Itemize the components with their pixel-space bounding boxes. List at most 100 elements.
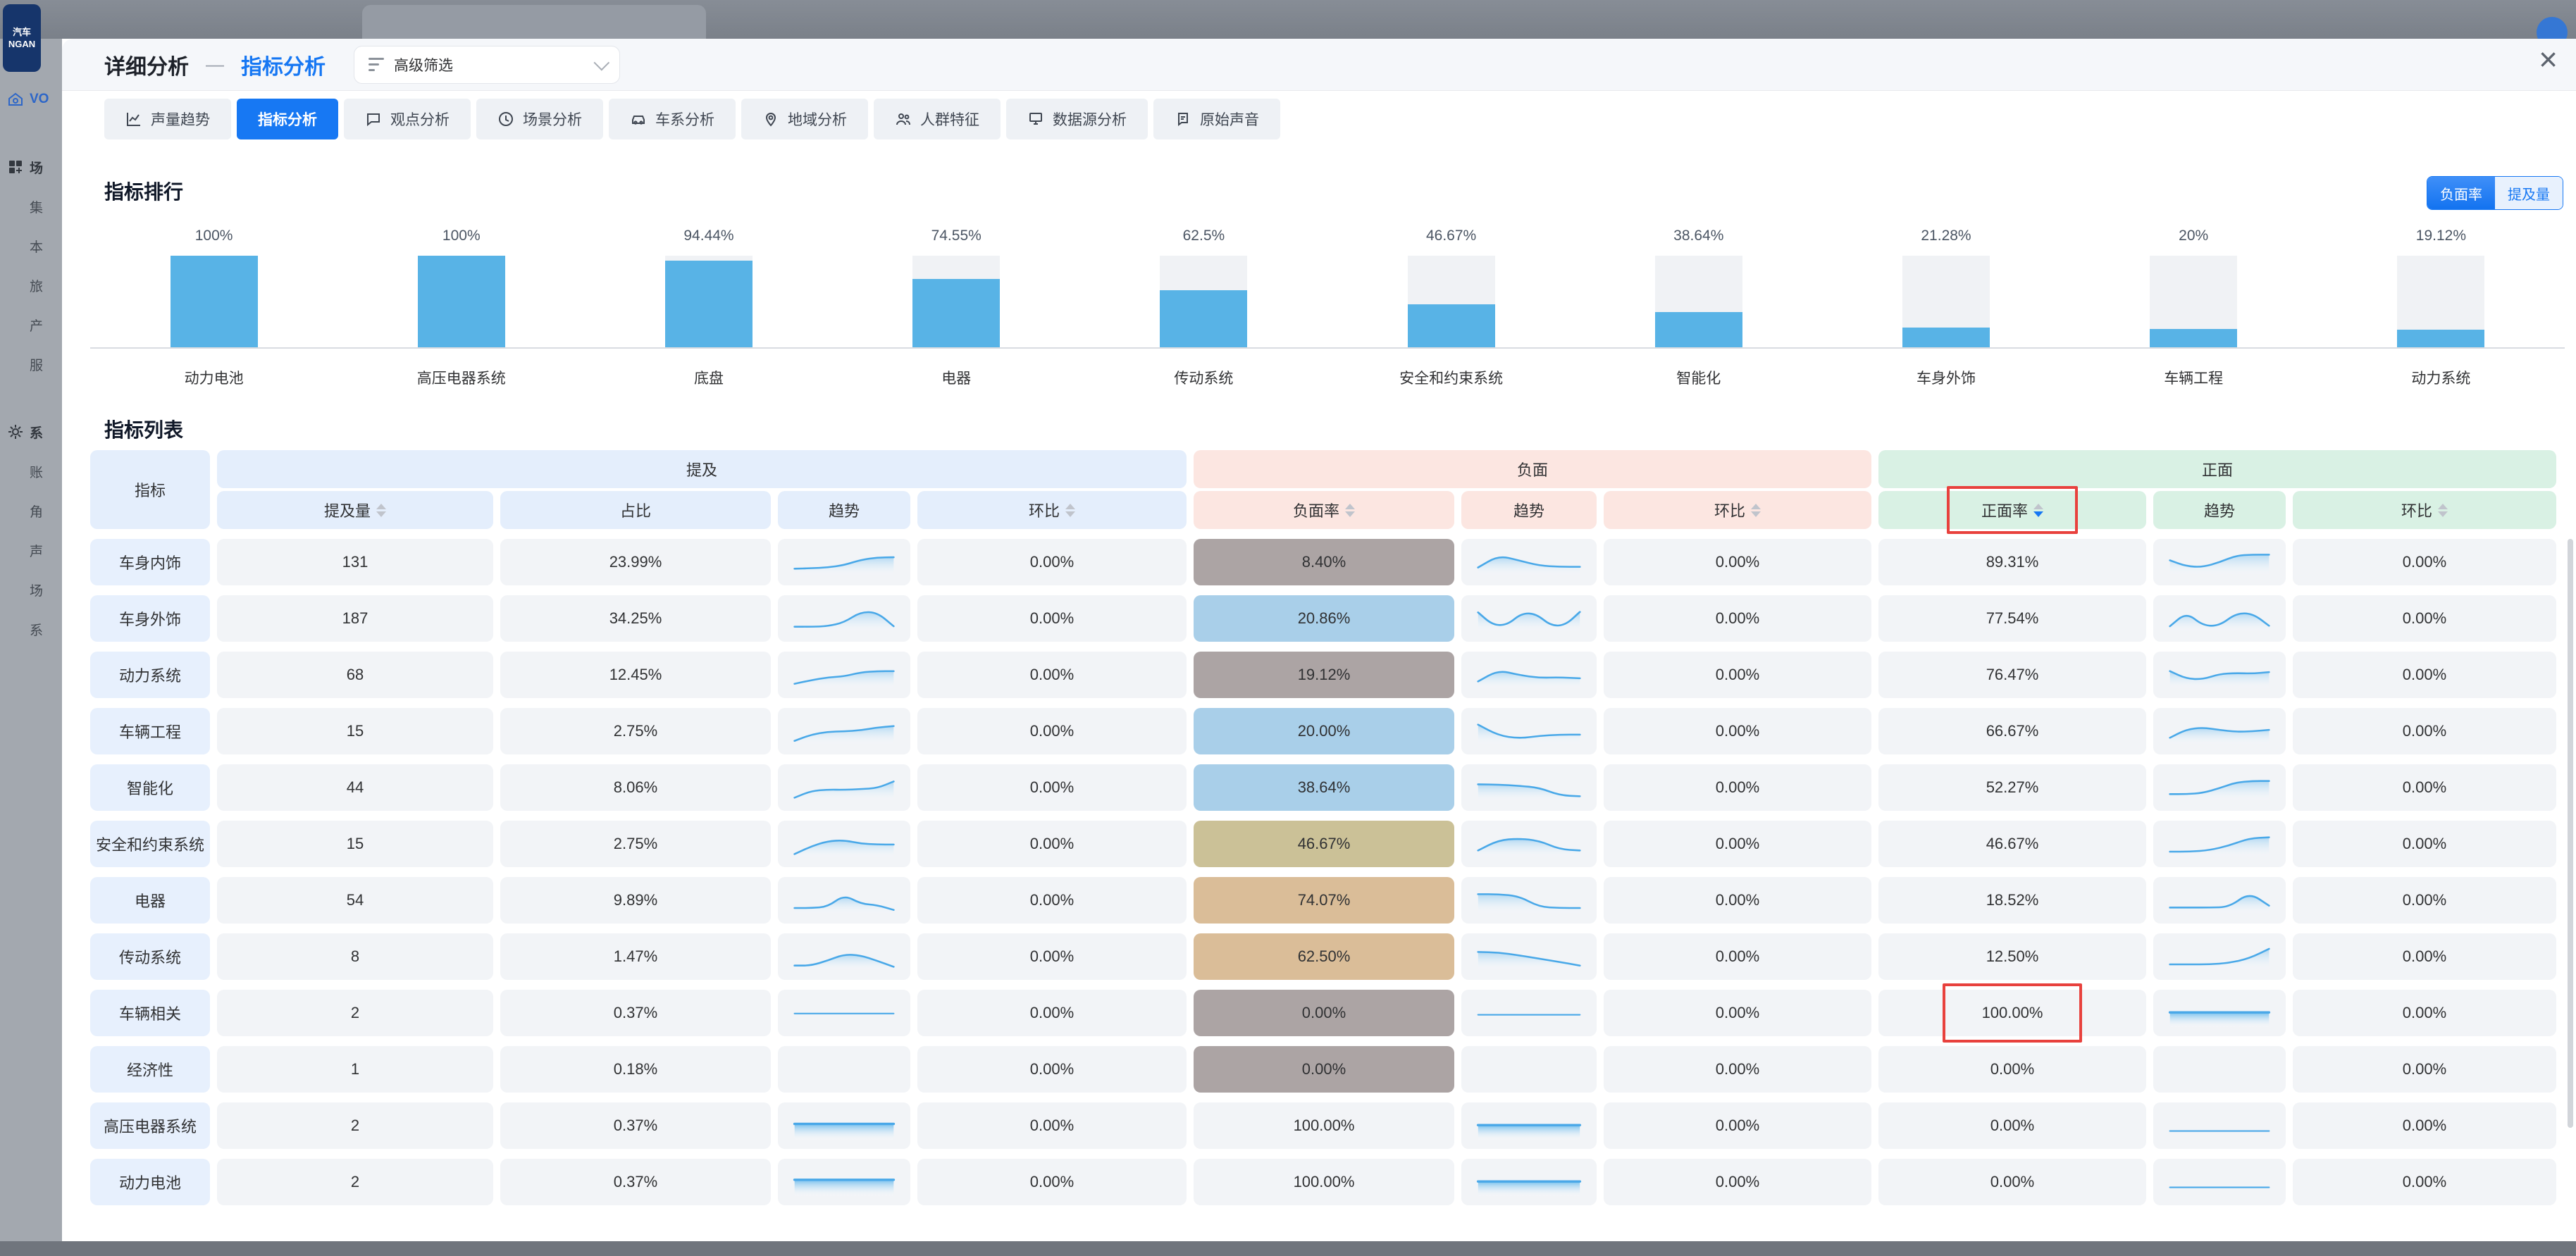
mention-mom-cell: 0.00% xyxy=(917,764,1187,811)
tab-地域分析[interactable]: 地域分析 xyxy=(741,99,868,139)
negative-mom-cell: 0.00% xyxy=(1604,1102,1871,1149)
indicator-cell[interactable]: 动力电池 xyxy=(90,1159,210,1205)
bar[interactable] xyxy=(417,256,505,347)
tab-label: 场景分析 xyxy=(523,112,582,128)
tab-原始声音[interactable]: 原始声音 xyxy=(1153,99,1280,139)
bar[interactable] xyxy=(2397,330,2485,347)
mentions-cell: 54 xyxy=(217,877,493,924)
bar[interactable] xyxy=(1902,328,1990,347)
col-header-正面-环比[interactable]: 环比 xyxy=(2293,491,2556,529)
tab-声量趋势[interactable]: 声量趋势 xyxy=(104,99,231,139)
tab-指标分析[interactable]: 指标分析 xyxy=(237,99,338,139)
positive-trend-sparkline xyxy=(2169,670,2270,690)
indicator-cell[interactable]: 动力系统 xyxy=(90,652,210,698)
sidebar-item-0[interactable]: VO xyxy=(0,80,62,119)
sidebar-item-12[interactable]: 系 xyxy=(0,609,62,649)
positive-trend-sparkline xyxy=(2169,836,2270,859)
sidebar-item-9[interactable]: 角 xyxy=(0,491,62,530)
bar[interactable] xyxy=(1654,312,1742,347)
sidebar-item-4[interactable]: 旅 xyxy=(0,266,62,305)
browser-tab[interactable] xyxy=(362,5,706,39)
horizontal-scrollbar[interactable] xyxy=(0,1241,2576,1256)
share-cell: 0.37% xyxy=(500,1102,771,1149)
bar-category-label: 传动系统 xyxy=(1174,371,1234,387)
toggle-负面率[interactable]: 负面率 xyxy=(2427,177,2495,209)
sort-icon[interactable] xyxy=(2438,503,2448,517)
col-header-提及-环比[interactable]: 环比 xyxy=(917,491,1187,529)
positive-trend-sparkline xyxy=(2169,780,2270,802)
tab-人群特征[interactable]: 人群特征 xyxy=(874,99,1001,139)
advanced-filter-select[interactable]: 高级筛选 xyxy=(354,45,620,84)
sidebar-item-1[interactable]: 场 xyxy=(0,147,62,187)
indicator-cell[interactable]: 经济性 xyxy=(90,1046,210,1093)
mention-mom-cell: 0.00% xyxy=(917,933,1187,980)
negative-trend-cell xyxy=(1461,539,1597,585)
col-header-负面-负面率[interactable]: 负面率 xyxy=(1194,491,1454,529)
positive-rate-cell: 0.00% xyxy=(1878,1046,2146,1093)
bar[interactable] xyxy=(170,256,258,347)
sort-icon[interactable] xyxy=(1345,503,1355,517)
negative-trend-sparkline xyxy=(1477,951,1581,971)
sidebar-item-3[interactable]: 本 xyxy=(0,226,62,266)
sidebar-item-label: 产 xyxy=(30,318,44,334)
negative-mom-cell: 0.00% xyxy=(1604,652,1871,698)
bar-value-label: 20% xyxy=(2179,228,2209,244)
bar-track xyxy=(1407,256,1495,347)
mention-trend-cell xyxy=(778,1159,910,1205)
indicator-cell[interactable]: 高压电器系统 xyxy=(90,1102,210,1149)
negative-mom-cell: 0.00% xyxy=(1604,539,1871,585)
sidebar-item-5[interactable]: 产 xyxy=(0,305,62,344)
sort-icon[interactable] xyxy=(376,503,386,517)
negative-trend-cell xyxy=(1461,933,1597,980)
people-icon xyxy=(895,111,912,128)
browser-top-strip xyxy=(0,0,2576,48)
bar[interactable] xyxy=(1160,290,1248,347)
sidebar-item-2[interactable]: 集 xyxy=(0,187,62,226)
negative-trend-cell xyxy=(1461,1046,1597,1093)
col-header-提及-提及量[interactable]: 提及量 xyxy=(217,491,493,529)
indicator-cell[interactable]: 车身外饰 xyxy=(90,595,210,642)
tab-观点分析[interactable]: 观点分析 xyxy=(344,99,471,139)
sidebar-item-8[interactable]: 账 xyxy=(0,452,62,491)
sidebar-item-11[interactable]: 场 xyxy=(0,570,62,609)
tab-场景分析[interactable]: 场景分析 xyxy=(476,99,603,139)
sidebar-item-7[interactable]: 系 xyxy=(0,412,62,452)
col-header-正面-正面率[interactable]: 正面率 xyxy=(1878,486,2146,534)
apps-icon xyxy=(7,158,24,175)
indicator-cell[interactable]: 车身内饰 xyxy=(90,539,210,585)
indicator-cell[interactable]: 传动系统 xyxy=(90,933,210,980)
indicator-cell[interactable]: 安全和约束系统 xyxy=(90,821,210,867)
negative-trend-cell xyxy=(1461,595,1597,642)
positive-rate-cell: 12.50% xyxy=(1878,933,2146,980)
mention-mom-cell: 0.00% xyxy=(917,1102,1187,1149)
tab-label: 人群特征 xyxy=(920,112,979,128)
bar-value-label: 21.28% xyxy=(1921,228,1971,244)
table-scrollbar-thumb[interactable] xyxy=(2568,539,2573,1128)
indicator-cell[interactable]: 电器 xyxy=(90,877,210,924)
close-icon[interactable]: × xyxy=(2539,41,2558,77)
positive-rate-cell: 0.00% xyxy=(1878,1159,2146,1205)
indicator-cell[interactable]: 车辆相关 xyxy=(90,990,210,1036)
bar[interactable] xyxy=(912,279,1001,347)
negative-trend-cell xyxy=(1461,764,1597,811)
tab-车系分析[interactable]: 车系分析 xyxy=(609,99,736,139)
tab-数据源分析[interactable]: 数据源分析 xyxy=(1006,99,1148,139)
positive-trend-sparkline xyxy=(2169,1186,2270,1188)
positive-trend-cell xyxy=(2153,764,2286,811)
bar[interactable] xyxy=(664,261,753,347)
sort-icon[interactable] xyxy=(1065,503,1075,517)
col-header-负面-环比[interactable]: 环比 xyxy=(1604,491,1871,529)
sort-icon[interactable] xyxy=(1751,503,1761,517)
bar[interactable] xyxy=(2150,329,2238,347)
indicator-cell[interactable]: 智能化 xyxy=(90,764,210,811)
bar[interactable] xyxy=(1407,304,1495,347)
group-header-正面: 正面 xyxy=(1878,450,2556,488)
negative-mom-cell: 0.00% xyxy=(1604,877,1871,924)
sidebar-item-10[interactable]: 声 xyxy=(0,530,62,570)
sort-icon[interactable] xyxy=(2033,503,2043,517)
indicator-table-body: 车身内饰 131 23.99% 0.00% 8.40% 0.00% 89.31% 0.00% 车… xyxy=(90,539,2556,1205)
indicator-cell[interactable]: 车辆工程 xyxy=(90,708,210,754)
sidebar-item-6[interactable]: 服 xyxy=(0,344,62,384)
positive-trend-cell xyxy=(2153,539,2286,585)
toggle-提及量[interactable]: 提及量 xyxy=(2495,177,2563,209)
